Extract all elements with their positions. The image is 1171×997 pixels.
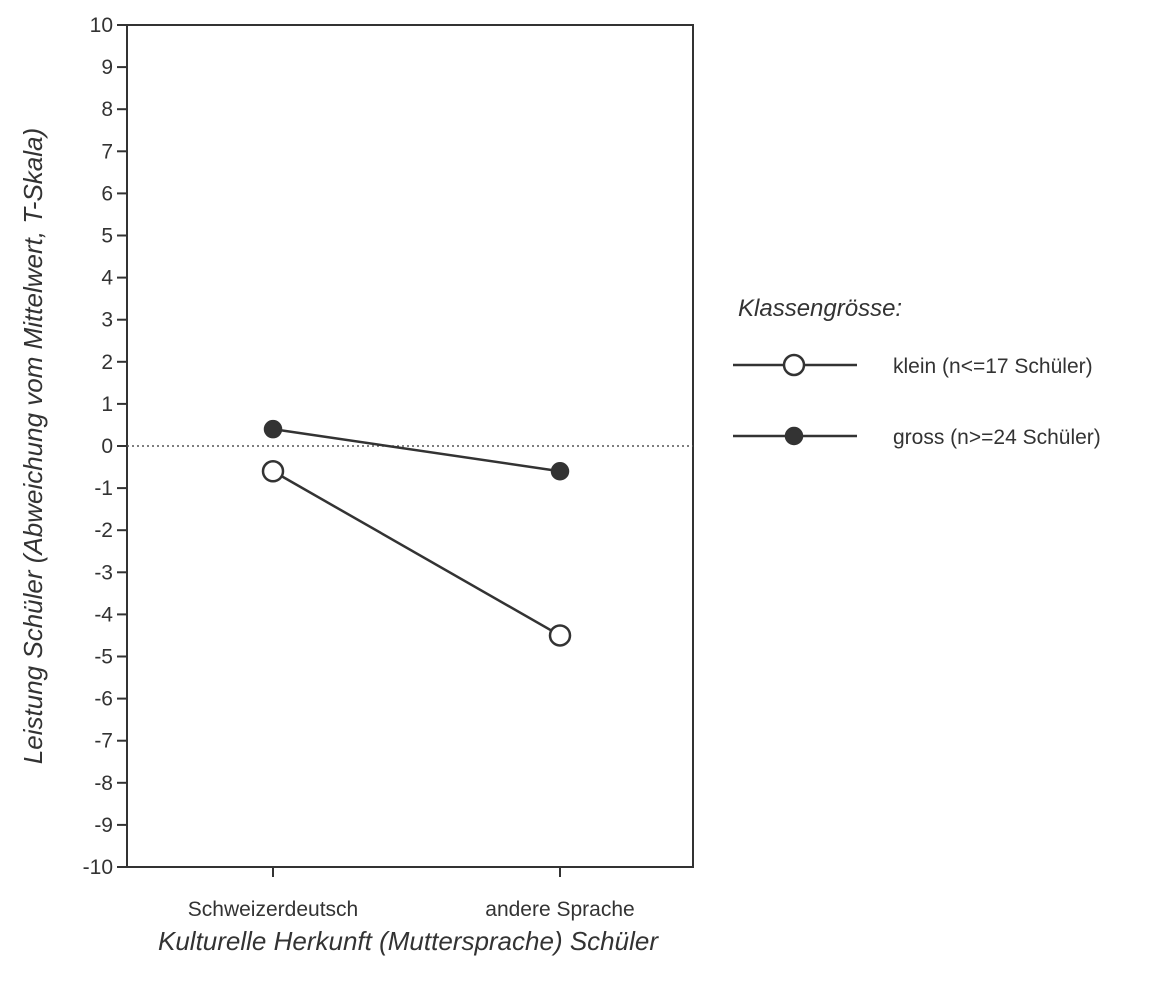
data-point xyxy=(548,624,572,647)
y-tick-label: -1 xyxy=(94,477,113,500)
y-tick-label: 1 xyxy=(101,393,113,416)
data-point xyxy=(550,462,570,481)
y-tick-label: 2 xyxy=(101,351,113,374)
data-point xyxy=(263,419,283,439)
y-tick-label: 0 xyxy=(101,435,113,458)
y-tick-label: 3 xyxy=(101,309,113,332)
legend-marker-1 xyxy=(782,353,806,377)
y-tick-label: -5 xyxy=(94,646,113,669)
y-tick-label: -3 xyxy=(94,561,113,584)
plot-area: 109876543210-1-2-3-4-5-6-7-8-9-10Schweiz… xyxy=(83,14,694,921)
legend-label-1: klein (n<=17 Schüler) xyxy=(893,355,1093,378)
y-tick-label: -6 xyxy=(94,688,113,711)
y-tick-label: -9 xyxy=(94,814,113,837)
x-tick-label: andere Sprache xyxy=(485,898,634,921)
y-tick-label: 7 xyxy=(101,140,113,163)
series-line-2 xyxy=(272,427,561,473)
legend: klein (n<=17 Schüler) gross (n>=24 Schüle… xyxy=(733,353,1101,449)
legend-label-2: gross (n>=24 Schüler) xyxy=(893,426,1101,449)
y-tick-label: -2 xyxy=(94,519,113,542)
y-tick-label: -10 xyxy=(83,856,113,879)
y-tick-label: 6 xyxy=(101,182,113,205)
series-line-1 xyxy=(272,470,561,637)
y-tick-label: -4 xyxy=(94,603,113,626)
legend-title: Klassengrösse: xyxy=(738,295,902,322)
y-tick-label: 9 xyxy=(101,56,113,79)
y-tick-label: 4 xyxy=(101,267,113,290)
y-tick-label: -7 xyxy=(94,730,113,753)
x-tick-label: Schweizerdeutsch xyxy=(188,898,358,921)
y-tick-label: -8 xyxy=(94,772,113,795)
y-tick-label: 8 xyxy=(101,98,113,121)
y-axis-title: Leistung Schüler (Abweichung vom Mittelw… xyxy=(18,128,48,764)
y-tick-label: 5 xyxy=(101,225,113,248)
y-tick-label: 10 xyxy=(90,14,113,37)
x-axis-title: Kulturelle Herkunft (Muttersprache) Schü… xyxy=(158,926,659,956)
data-point xyxy=(261,460,285,483)
legend-marker-2 xyxy=(784,426,804,446)
